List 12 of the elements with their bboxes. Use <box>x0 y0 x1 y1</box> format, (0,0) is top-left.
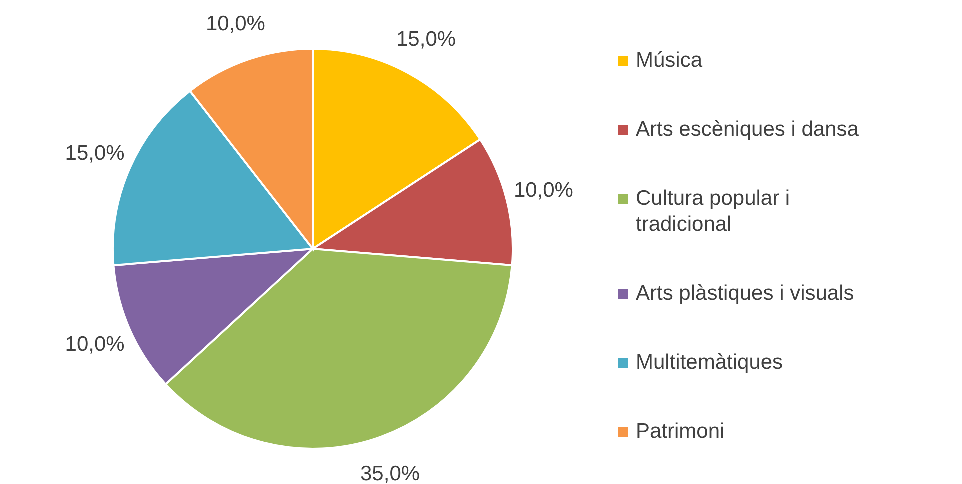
data-label: 10,0% <box>206 12 266 36</box>
legend-label: Cultura popular i tradicional <box>636 186 792 238</box>
legend-label: Multitemàtiques <box>636 350 784 376</box>
data-label: 15,0% <box>396 28 456 52</box>
data-label: 35,0% <box>360 462 420 484</box>
data-label: 15,0% <box>65 142 125 165</box>
legend-label: Patrimoni <box>636 418 725 444</box>
data-label: 10,0% <box>65 333 125 356</box>
legend-label: Música <box>636 48 703 74</box>
data-label: 10,0% <box>514 179 574 202</box>
legend-label: Arts plàstiques i visuals <box>636 280 854 306</box>
legend-label: Arts escèniques i dansa <box>636 116 859 142</box>
